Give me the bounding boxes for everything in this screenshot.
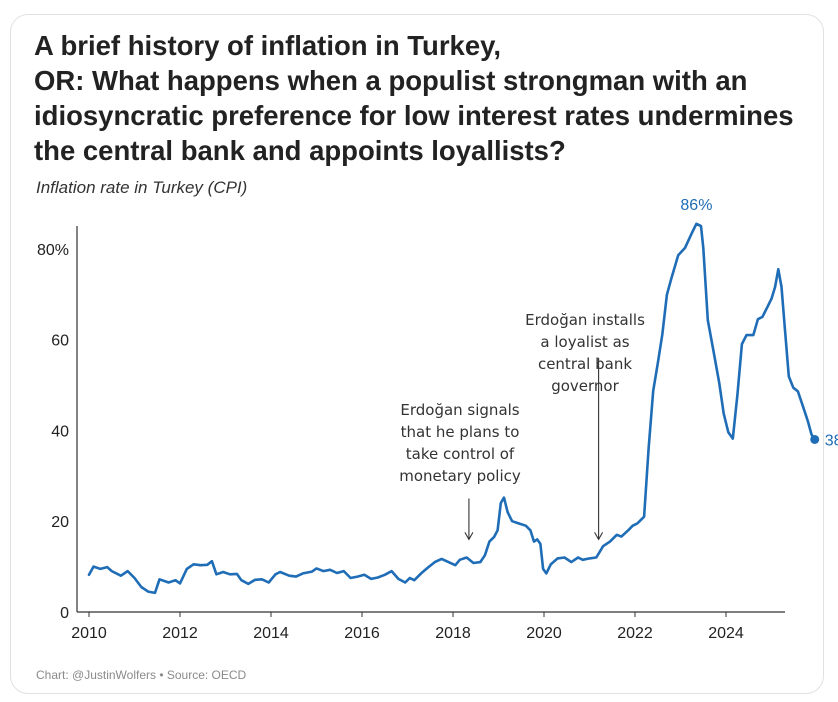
- x-tick-label: 2012: [162, 625, 198, 642]
- x-tick-label: 2010: [71, 625, 107, 642]
- x-tick-label: 2024: [708, 625, 744, 642]
- x-tick-label: 2020: [526, 625, 562, 642]
- annotation-arrow-head: [464, 532, 474, 541]
- y-tick-label: 60: [51, 333, 69, 350]
- annotation-text-line: central bank: [538, 355, 632, 373]
- peak-value-label: 86%: [680, 197, 712, 214]
- x-tick-label: 2016: [344, 625, 380, 642]
- annotation-text-line: Erdoğan signals: [400, 401, 519, 419]
- annotation-text-line: Erdoğan installs: [525, 311, 645, 329]
- annotation-text-line: governor: [551, 377, 619, 395]
- latest-point-marker: [810, 434, 820, 444]
- chart-subtitle: Inflation rate in Turkey (CPI): [36, 178, 248, 197]
- chart-card: [10, 14, 824, 694]
- x-tick-label: 2018: [435, 625, 471, 642]
- title-line: A brief history of inflation in Turkey,: [34, 30, 502, 61]
- y-tick-label: 20: [51, 514, 69, 531]
- y-tick-label: 80%: [37, 242, 69, 259]
- annotation-text-line: monetary policy: [399, 467, 521, 485]
- y-tick-label: 40: [51, 423, 69, 440]
- annotation-text-line: a loyalist as: [540, 333, 629, 351]
- latest-value-label: 38%: [825, 432, 838, 449]
- y-tick-label: 0: [60, 605, 69, 622]
- annotation-arrow-head: [594, 532, 604, 541]
- annotation-text-line: take control of: [406, 445, 515, 463]
- x-tick-label: 2022: [617, 625, 653, 642]
- title-line: the central bank and appoints loyallists…: [34, 135, 566, 166]
- x-tick-label: 2014: [253, 625, 289, 642]
- title-line: idiosyncratic preference for low interes…: [34, 100, 794, 131]
- chart-credit: Chart: @JustinWolfers • Source: OECD: [36, 668, 247, 682]
- annotation-text-line: that he plans to: [401, 423, 520, 441]
- inflation-series-line: [87, 222, 816, 595]
- chart-title: A brief history of inflation in Turkey, …: [34, 28, 824, 168]
- title-line: OR: What happens when a populist strongm…: [34, 65, 748, 96]
